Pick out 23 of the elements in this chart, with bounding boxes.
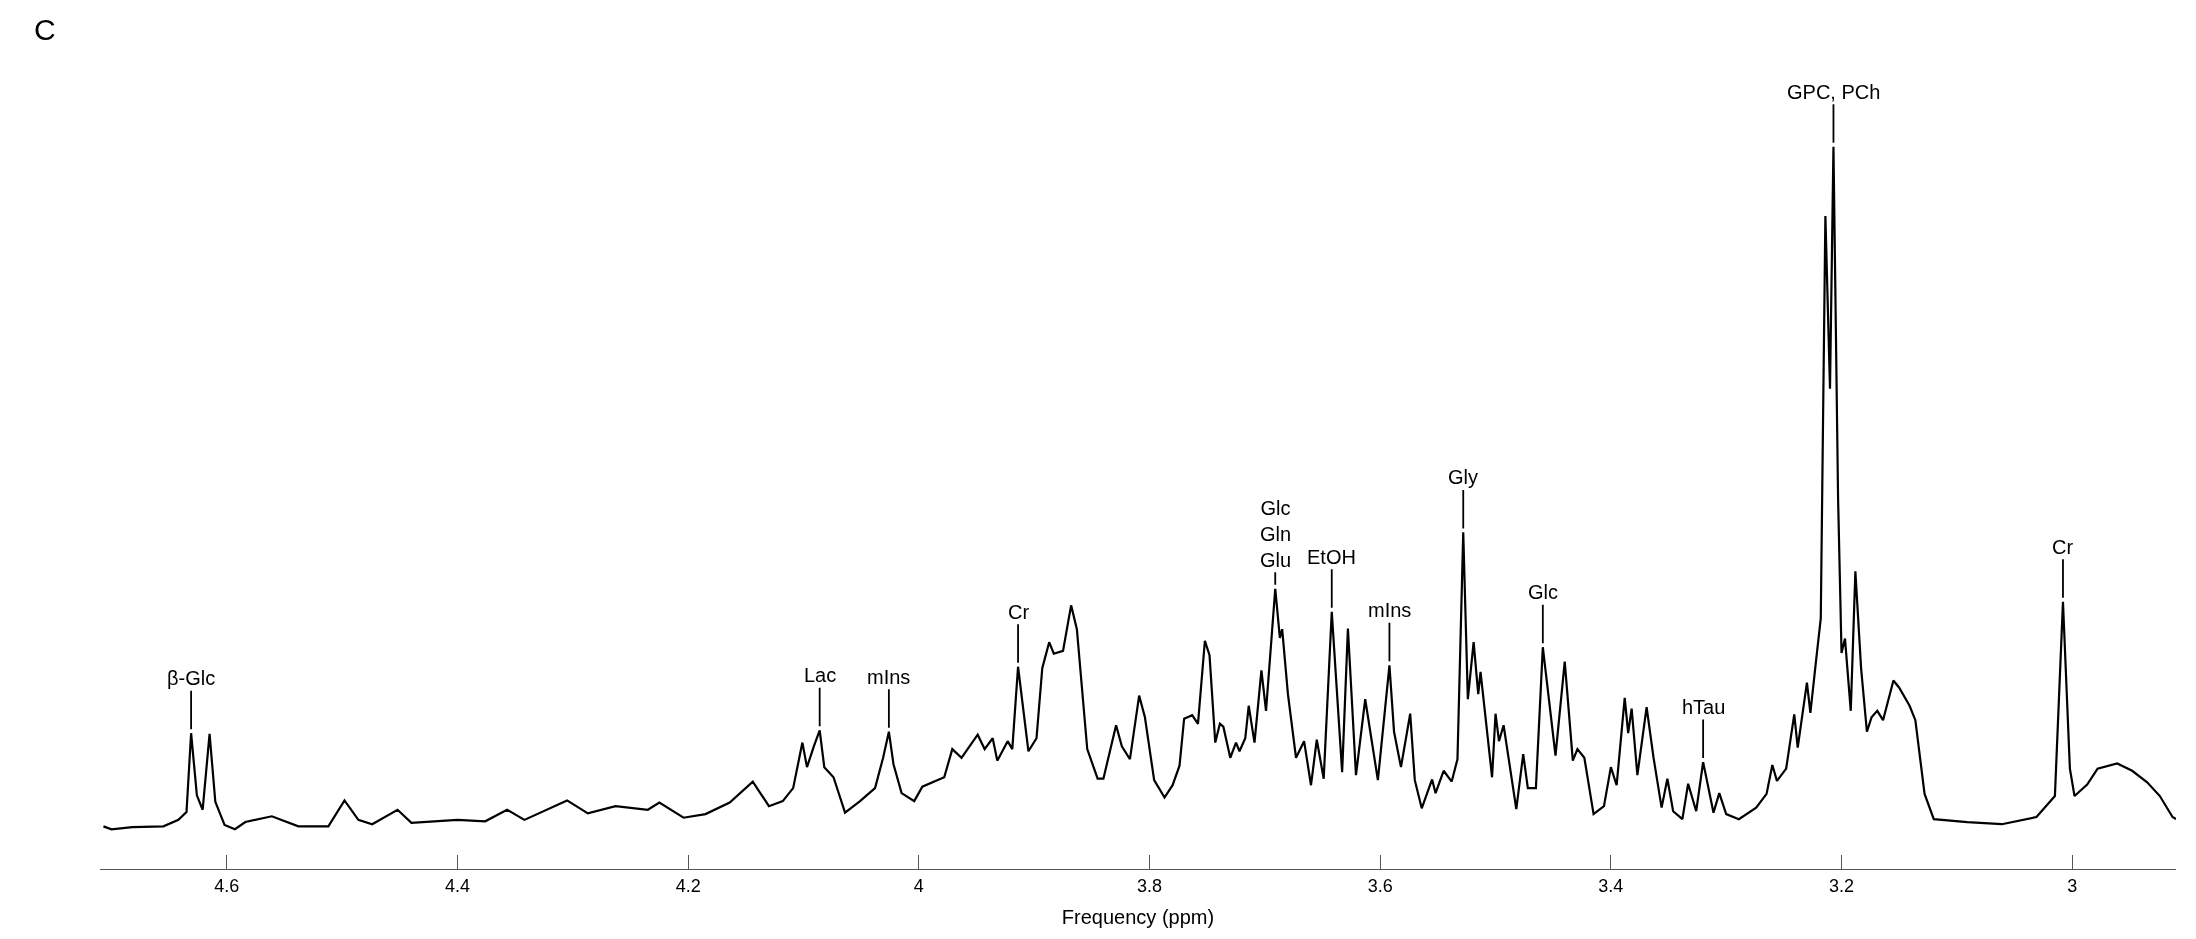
annotation: Cr <box>1008 601 1030 623</box>
x-tick-label: 3.4 <box>1598 875 1624 896</box>
x-axis-title: Frequency (ppm) <box>1061 906 1215 929</box>
annotation: Glc <box>1528 581 1558 603</box>
x-tick-label: 4.2 <box>675 875 701 896</box>
annotation: Glc Gln Glu <box>1260 497 1292 571</box>
x-tick-label: 3.6 <box>1367 875 1393 896</box>
annotation: GPC, PCh <box>1787 81 1881 103</box>
annotation: mIns <box>867 666 911 688</box>
annotation: Gly <box>1448 466 1478 488</box>
x-tick-label: 4 <box>913 875 924 896</box>
annotation: Cr <box>2052 536 2074 558</box>
x-tick-label: 3.2 <box>1829 875 1855 896</box>
text: C <box>34 13 56 46</box>
annotation: mIns <box>1368 599 1412 621</box>
annotation: β-Glc <box>167 667 216 689</box>
annotation: hTau <box>1682 696 1726 718</box>
annotation: EtOH <box>1307 546 1356 568</box>
x-tick-label: 3.8 <box>1137 875 1163 896</box>
x-tick-label: 4.6 <box>214 875 240 896</box>
x-tick-label: 3 <box>2067 875 2078 896</box>
annotation: Lac <box>804 664 837 686</box>
x-tick-label: 4.4 <box>445 875 471 896</box>
